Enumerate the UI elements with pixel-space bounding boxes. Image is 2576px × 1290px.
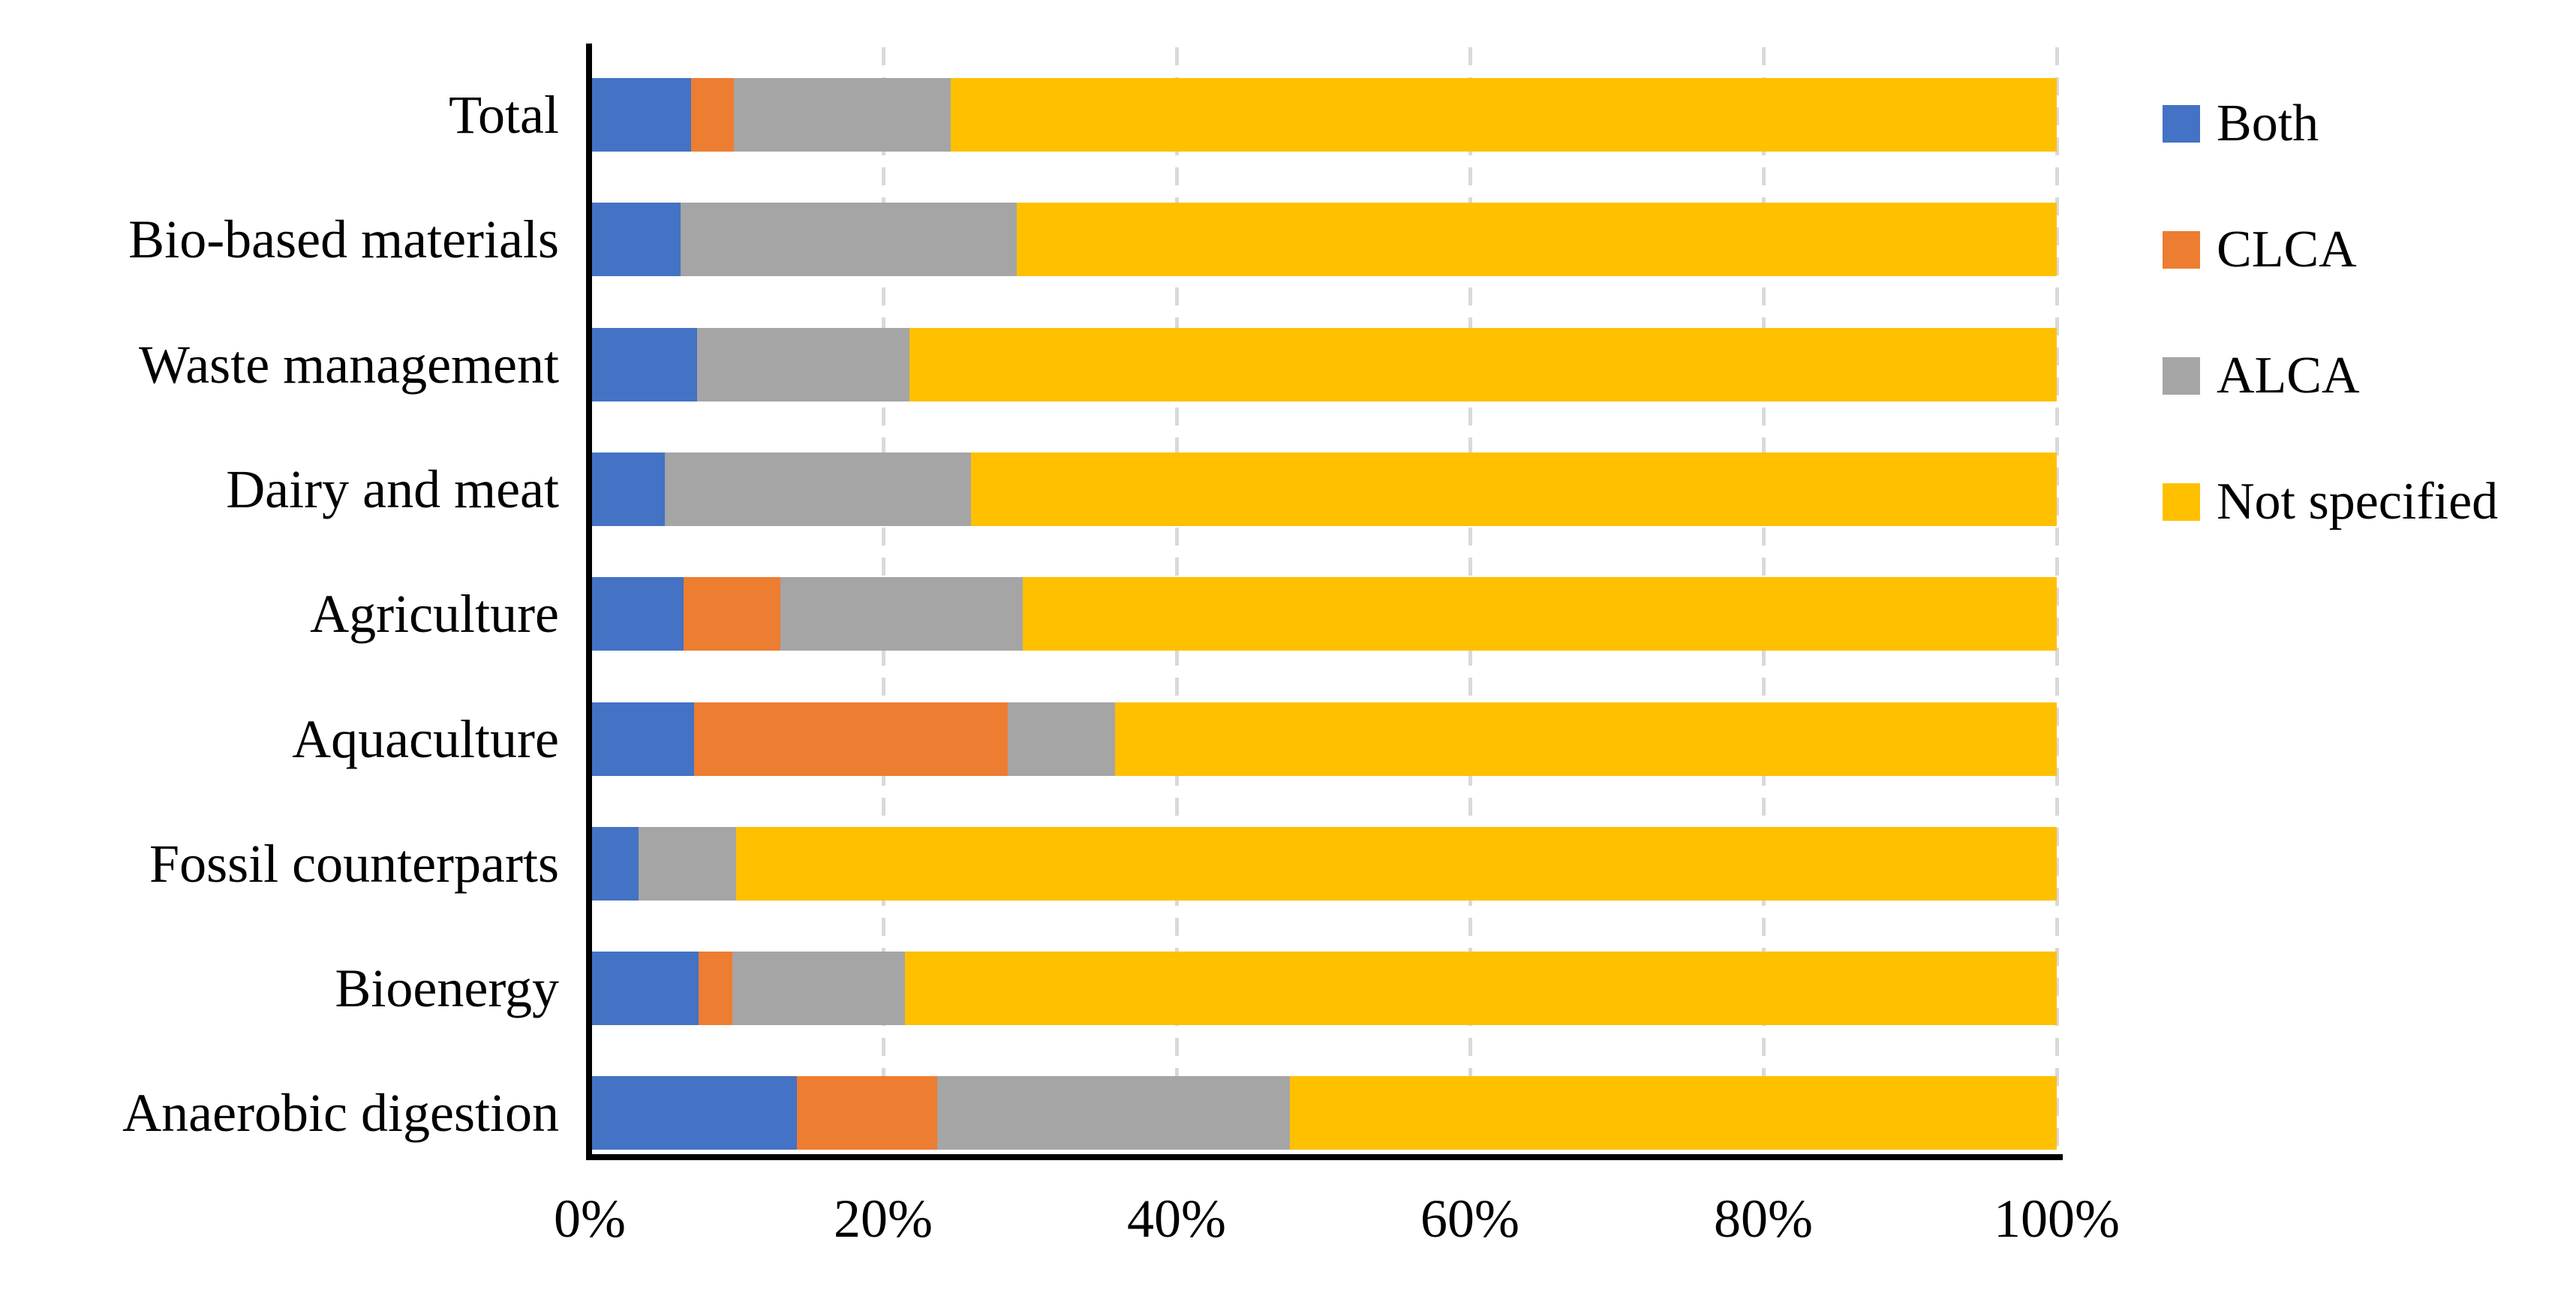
y-axis-line (586, 44, 592, 1160)
legend-label: Both (2217, 95, 2319, 152)
segment-clca (698, 952, 732, 1026)
segment-both (590, 1076, 797, 1150)
x-tick-label: 0% (554, 1189, 626, 1249)
segment-not-specified (1016, 203, 2057, 277)
segment-alca (696, 327, 910, 401)
legend-item-not-specified: Not specified (2163, 476, 2498, 528)
segment-both (590, 577, 684, 651)
segment-not-specified (905, 952, 2057, 1026)
segment-not-specified (1022, 577, 2057, 651)
legend-label: Not specified (2217, 473, 2499, 531)
bar-row-total (590, 78, 2057, 152)
category-label: Total (449, 85, 559, 145)
bar-row-bio-based-materials (590, 203, 2057, 277)
legend-swatch (2163, 231, 2200, 269)
segment-alca (732, 952, 906, 1026)
legend-label: CLCA (2217, 221, 2357, 278)
category-label: Dairy and meat (226, 459, 559, 519)
segment-alca (1008, 702, 1115, 776)
x-tick-label: 100% (1994, 1189, 2120, 1249)
segment-clca (693, 702, 1008, 776)
segment-not-specified (1289, 1076, 2057, 1150)
segment-clca (684, 577, 781, 651)
bar-row-aquaculture (590, 702, 2057, 776)
segment-not-specified (1114, 702, 2057, 776)
segment-both (590, 78, 691, 152)
segment-clca (690, 78, 734, 152)
segment-not-specified (736, 826, 2057, 901)
segment-alca (733, 78, 951, 152)
segment-both (590, 203, 681, 277)
x-tick-label: 80% (1714, 1189, 1813, 1249)
legend-swatch (2163, 483, 2200, 521)
x-axis-line (586, 1154, 2063, 1160)
category-label: Anaerobic digestion (122, 1083, 559, 1144)
segment-both (590, 702, 694, 776)
x-tick-label: 40% (1127, 1189, 1226, 1249)
category-label: Fossil counterparts (149, 833, 559, 894)
category-label: Waste management (139, 334, 559, 395)
segment-alca (681, 203, 1017, 277)
legend-label: ALCA (2217, 347, 2360, 404)
category-label: Agriculture (310, 584, 559, 645)
category-label: Aquaculture (292, 708, 559, 769)
segment-alca (780, 577, 1023, 651)
segment-not-specified (971, 452, 2057, 526)
segment-both (590, 826, 639, 901)
segment-both (590, 452, 665, 526)
segment-clca (796, 1076, 938, 1150)
bar-row-bioenergy (590, 952, 2057, 1026)
bar-row-dairy-and-meat (590, 452, 2057, 526)
segment-alca (937, 1076, 1290, 1150)
segment-alca (638, 826, 737, 901)
bar-row-waste-management (590, 327, 2057, 401)
category-label: Bio-based materials (128, 209, 559, 270)
x-tick-label: 20% (834, 1189, 933, 1249)
x-tick-label: 60% (1420, 1189, 1519, 1249)
legend-item-both: Both (2163, 98, 2319, 150)
segment-both (590, 327, 697, 401)
segment-not-specified (950, 78, 2057, 152)
bar-row-anaerobic-digestion (590, 1076, 2057, 1150)
legend-item-alca: ALCA (2163, 350, 2360, 402)
segment-both (590, 952, 699, 1026)
segment-not-specified (909, 327, 2057, 401)
legend-item-clca: CLCA (2163, 224, 2357, 276)
legend-swatch (2163, 357, 2200, 395)
legend-swatch (2163, 105, 2200, 143)
gridline-100pct (2055, 47, 2059, 1154)
bar-row-fossil-counterparts (590, 826, 2057, 901)
category-label: Bioenergy (335, 958, 559, 1019)
bar-row-agriculture (590, 577, 2057, 651)
plot-area (590, 47, 2059, 1154)
segment-alca (664, 452, 972, 526)
